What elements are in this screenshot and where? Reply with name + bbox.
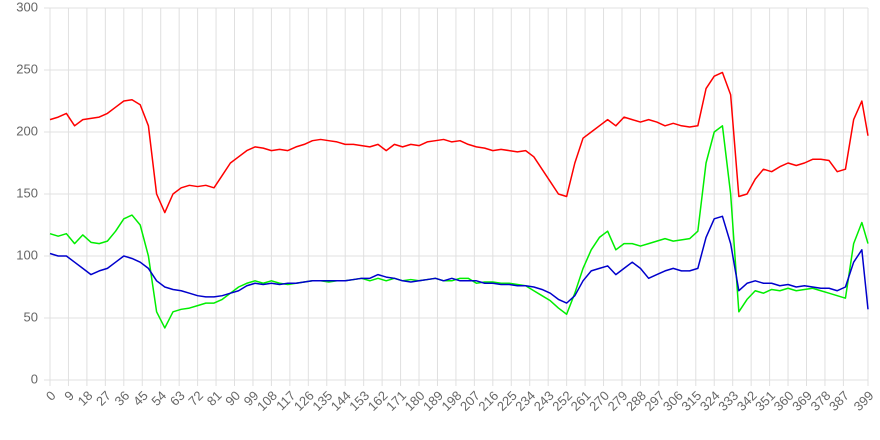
y-tick-label: 0 [31, 371, 38, 386]
y-tick-label: 150 [16, 185, 38, 200]
y-tick-label: 100 [16, 247, 38, 262]
y-tick-label: 300 [16, 0, 38, 14]
series-line [49, 125, 869, 329]
x-tick-label: 0 [43, 388, 59, 404]
y-tick-label: 50 [24, 309, 38, 324]
x-tick-label: 387 [826, 388, 852, 414]
y-tick-label: 200 [16, 123, 38, 138]
x-tick-label: 9 [61, 388, 77, 404]
series-line [49, 71, 869, 214]
y-tick-label: 250 [16, 61, 38, 76]
x-tick-label: 399 [851, 388, 877, 414]
series-line [49, 215, 869, 310]
